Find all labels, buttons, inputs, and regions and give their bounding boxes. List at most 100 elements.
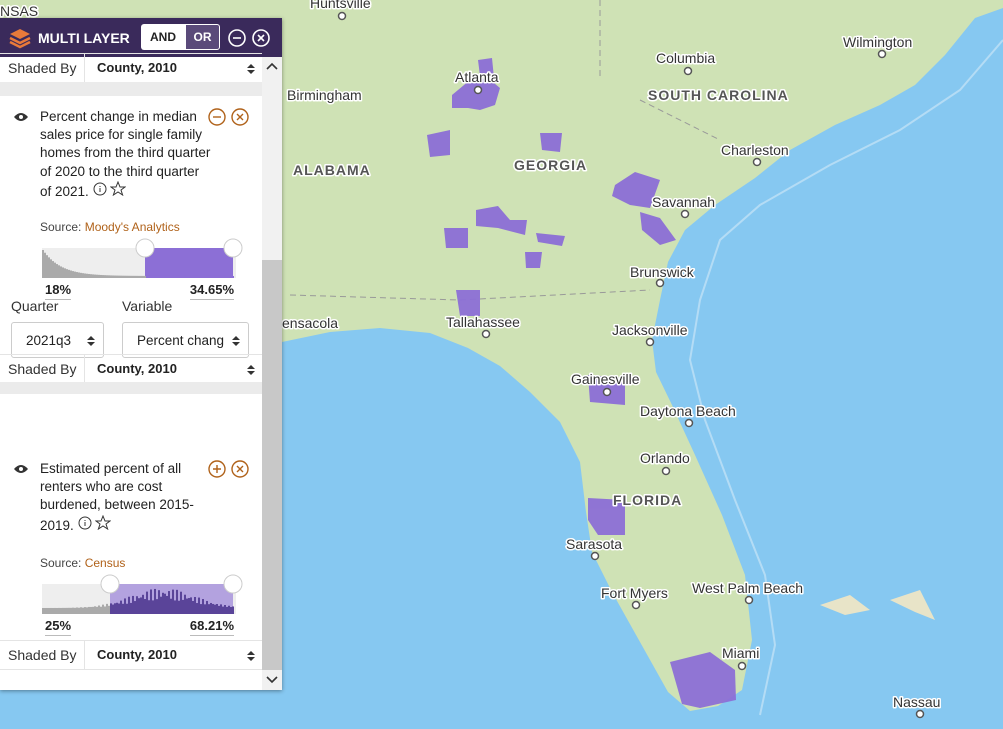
state-label: SOUTH CAROLINA <box>648 87 789 103</box>
city-dot <box>337 11 347 21</box>
city-dot <box>877 49 887 59</box>
layer-source: Source: Moody's Analytics <box>40 220 180 234</box>
city-dot <box>680 209 690 219</box>
separator <box>0 382 262 394</box>
description-text: Percent change in median sales price for… <box>40 109 211 199</box>
layer-buttons[interactable] <box>208 108 252 131</box>
layer-panel: MULTI LAYER AND OR Shaded By County, 2010… <box>0 18 282 690</box>
city-dot <box>683 66 693 76</box>
island <box>890 590 935 620</box>
description-text: Estimated percent of all renters who are… <box>40 461 194 533</box>
eye-icon[interactable] <box>13 110 29 125</box>
panel-title: MULTI LAYER <box>38 30 130 46</box>
range-min: 18% <box>45 282 72 300</box>
and-toggle[interactable]: AND <box>141 24 185 50</box>
city-label: Daytona Beach <box>640 403 736 419</box>
range-min: 25% <box>45 618 72 636</box>
select-value: County, 2010 <box>97 60 177 75</box>
separator <box>0 82 262 96</box>
range-max: 68.21% <box>189 618 234 636</box>
city-dot <box>631 600 641 610</box>
panel-header: MULTI LAYER AND OR <box>0 18 282 57</box>
city-label: Brunswick <box>630 264 695 280</box>
header-buttons[interactable] <box>227 28 273 48</box>
range-slider[interactable] <box>36 574 248 619</box>
range-slider[interactable] <box>36 238 248 283</box>
shaded-by-label: Shaded By <box>8 361 77 377</box>
city-dot <box>481 329 491 339</box>
city-label: Sarasota <box>566 536 622 552</box>
city-dot <box>590 551 600 561</box>
city-label: Charleston <box>721 142 789 158</box>
island <box>820 595 870 615</box>
scroll-down[interactable] <box>266 675 278 685</box>
city-label: Jacksonville <box>612 322 688 338</box>
city-label: Gainesville <box>571 371 640 387</box>
shaded-by-row: Shaded By County, 2010 <box>0 640 262 670</box>
city-label: Nassau <box>893 694 940 710</box>
city-dot <box>915 709 925 719</box>
shaded-by-label: Shaded By <box>8 60 77 76</box>
select-value: County, 2010 <box>97 361 177 376</box>
state-label: FLORIDA <box>613 492 682 508</box>
city-dot <box>744 595 754 605</box>
city-dot <box>645 337 655 347</box>
city-dot <box>661 466 671 476</box>
eye-icon[interactable] <box>13 462 29 477</box>
city-label: Fort Myers <box>601 585 668 601</box>
layer-description: Percent change in median sales price for… <box>40 108 212 201</box>
city-label: Wilmington <box>843 34 912 50</box>
dropdown-value: Percent chang <box>137 333 225 348</box>
city-dot <box>737 661 747 671</box>
city-label: NSAS <box>0 3 38 19</box>
source-label: Source: <box>40 556 82 570</box>
city-dot <box>752 157 762 167</box>
city-label: Tallahassee <box>446 314 520 330</box>
scrollbar[interactable] <box>262 57 282 690</box>
city-label: Birmingham <box>287 87 362 103</box>
layer-description: Estimated percent of all renters who are… <box>40 460 212 535</box>
info-icon[interactable] <box>78 516 92 530</box>
city-label: West Palm Beach <box>692 580 803 596</box>
layer-buttons[interactable] <box>208 460 252 483</box>
city-label: Columbia <box>656 50 715 66</box>
or-toggle[interactable]: OR <box>185 24 220 50</box>
city-dot <box>473 85 483 95</box>
city-dot <box>602 387 612 397</box>
shaded-by-select[interactable]: County, 2010 <box>84 54 263 82</box>
shelf-line <box>688 39 1003 716</box>
city-label: Miami <box>722 645 759 661</box>
source-link[interactable]: Moody's Analytics <box>84 220 180 234</box>
range-max: 34.65% <box>189 282 234 300</box>
dropdown-value: 2021q3 <box>26 333 72 348</box>
city-label: Atlanta <box>455 69 499 85</box>
city-dot <box>684 418 694 428</box>
state-label: ALABAMA <box>293 162 371 178</box>
shaded-by-row: Shaded By County, 2010 <box>0 53 262 83</box>
city-dot <box>655 278 665 288</box>
info-icon[interactable] <box>93 182 107 196</box>
shaded-by-select[interactable]: County, 2010 <box>84 355 263 383</box>
city-label: Orlando <box>640 450 690 466</box>
shaded-by-select[interactable]: County, 2010 <box>84 641 263 669</box>
city-label: ensacola <box>282 315 338 331</box>
scroll-up[interactable] <box>266 61 278 71</box>
shaded-by-label: Shaded By <box>8 647 77 663</box>
dropdown[interactable]: Percent chang <box>122 322 249 358</box>
source-link[interactable]: Census <box>84 556 126 570</box>
star-icon[interactable] <box>94 514 112 530</box>
select-label: Variable <box>122 298 173 314</box>
select-label: Quarter <box>11 298 59 314</box>
dropdown[interactable]: 2021q3 <box>11 322 104 358</box>
city-label: Huntsville <box>310 0 371 11</box>
layer-source: Source: Census <box>40 556 125 570</box>
shaded-by-row: Shaded By County, 2010 <box>0 354 262 384</box>
select-value: County, 2010 <box>97 647 177 662</box>
star-icon[interactable] <box>109 180 127 196</box>
state-label: GEORGIA <box>514 157 587 173</box>
city-label: Savannah <box>652 194 715 210</box>
layers-icon <box>9 29 31 49</box>
scroll-thumb[interactable] <box>262 260 282 670</box>
source-label: Source: <box>40 220 82 234</box>
